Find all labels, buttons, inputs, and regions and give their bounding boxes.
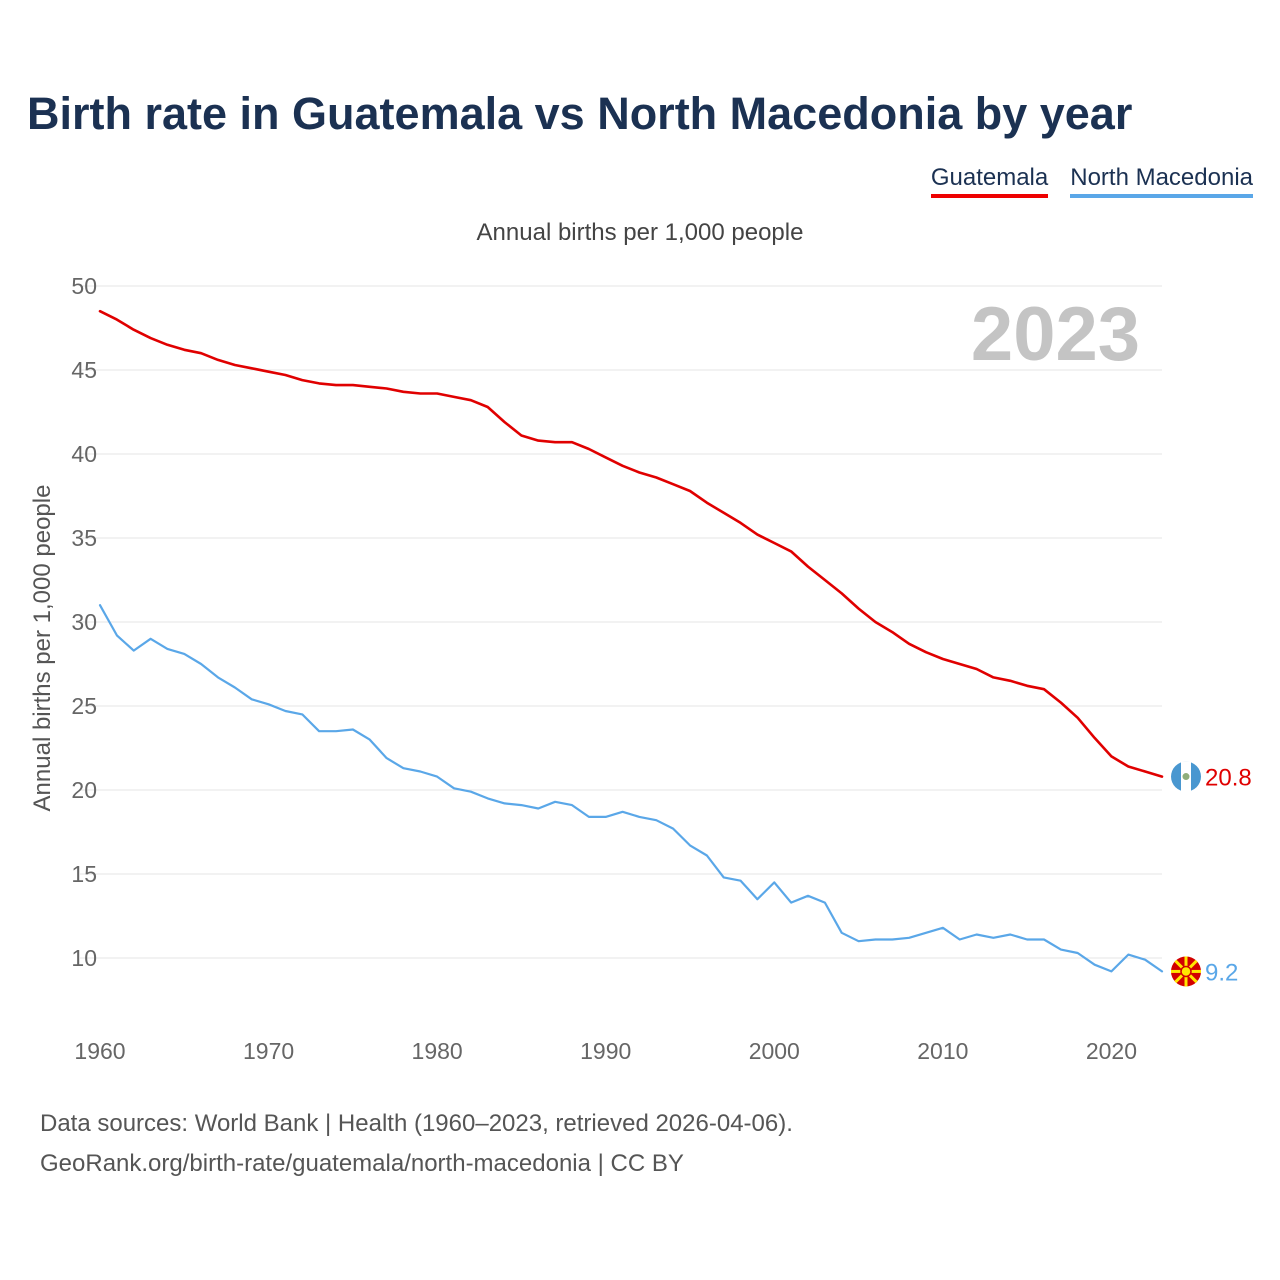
end-label-guatemala: 20.8 — [1205, 765, 1252, 792]
end-markers: 20.8 9.2 — [1171, 761, 1252, 987]
y-tick-label: 40 — [71, 441, 97, 467]
series-line-north-macedonia[interactable] — [98, 604, 1164, 973]
y-tick-label: 10 — [71, 945, 97, 971]
line-chart: Annual births per 1,000 people 2023 10 15… — [29, 219, 1252, 1064]
legend: Guatemala North Macedonia — [930, 164, 1253, 198]
y-tick-label: 25 — [71, 693, 97, 719]
y-tick-label: 15 — [71, 861, 97, 887]
series-line-guatemala[interactable] — [98, 309, 1164, 778]
x-tick-label: 1960 — [74, 1038, 125, 1064]
legend-item-north-macedonia[interactable]: North Macedonia — [1070, 164, 1253, 198]
x-tick-label: 1980 — [412, 1038, 463, 1064]
x-tick-label: 1970 — [243, 1038, 294, 1064]
x-tick-label: 1990 — [580, 1038, 631, 1064]
y-tick-label: 50 — [71, 273, 97, 299]
flag-north-macedonia-icon — [1171, 956, 1201, 987]
series-group — [98, 309, 1164, 973]
y-tick-label: 45 — [71, 357, 97, 383]
y-axis-ticks: 10 15 20 25 30 35 40 45 50 — [71, 273, 97, 971]
year-watermark: 2023 — [971, 292, 1140, 377]
chart-title: Birth rate in Guatemala vs North Macedon… — [27, 88, 1133, 139]
x-tick-label: 2020 — [1086, 1038, 1137, 1064]
grid-lines — [80, 285, 1162, 959]
y-tick-label: 20 — [71, 777, 97, 803]
x-tick-label: 2000 — [749, 1038, 800, 1064]
url-line[interactable]: GeoRank.org/birth-rate/guatemala/north-m… — [40, 1150, 684, 1177]
y-axis-label: Annual births per 1,000 people — [29, 485, 56, 812]
x-axis-ticks: 1960 1970 1980 1990 2000 2010 2020 — [74, 1038, 1137, 1064]
footer: Data sources: World Bank | Health (1960–… — [40, 1104, 793, 1184]
source-line: Data sources: World Bank | Health (1960–… — [40, 1110, 793, 1137]
end-label-north-macedonia: 9.2 — [1205, 959, 1238, 986]
legend-item-guatemala[interactable]: Guatemala — [930, 164, 1049, 198]
x-tick-label: 2010 — [917, 1038, 968, 1064]
flag-guatemala-icon — [1171, 761, 1201, 792]
y-tick-label: 35 — [71, 525, 97, 551]
y-tick-label: 30 — [71, 609, 97, 635]
chart-subtitle: Annual births per 1,000 people — [477, 219, 804, 246]
